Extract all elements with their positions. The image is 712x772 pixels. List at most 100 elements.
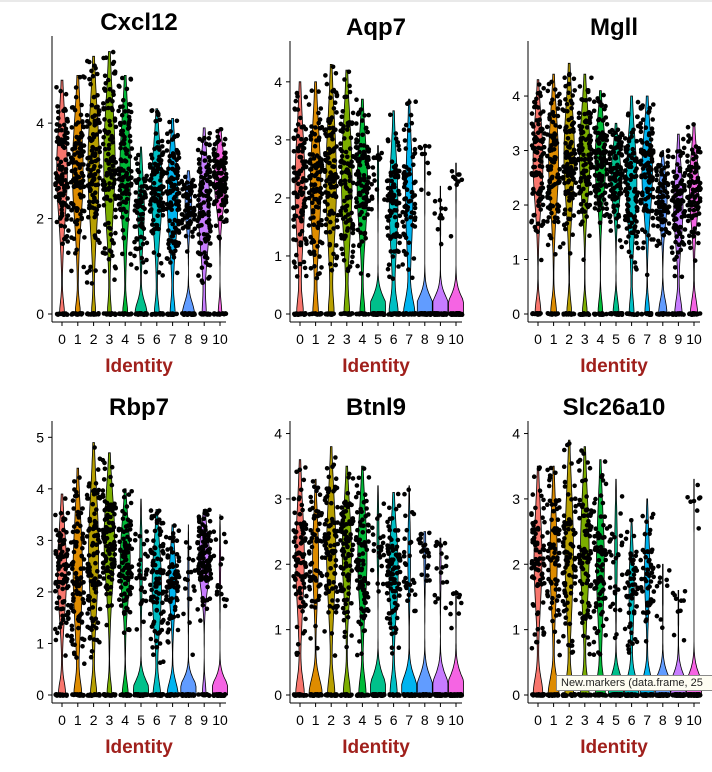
point	[213, 162, 219, 168]
point	[172, 168, 178, 174]
point	[349, 121, 355, 127]
point	[206, 190, 211, 196]
point	[650, 117, 655, 122]
point	[77, 134, 83, 140]
point	[567, 155, 572, 161]
point	[60, 586, 65, 592]
point	[160, 144, 165, 149]
point	[385, 178, 391, 183]
point	[205, 169, 210, 174]
point	[80, 546, 85, 551]
point	[386, 218, 391, 223]
point	[372, 178, 377, 183]
point	[74, 655, 79, 660]
point	[340, 205, 345, 210]
point	[687, 233, 692, 239]
point	[537, 163, 543, 169]
point	[117, 597, 122, 602]
point	[359, 209, 364, 215]
point	[301, 604, 307, 609]
point	[203, 576, 208, 582]
point	[176, 558, 182, 564]
point	[198, 550, 204, 556]
point	[218, 216, 223, 222]
point	[92, 580, 97, 585]
point	[626, 234, 631, 239]
point	[59, 167, 64, 172]
point	[597, 312, 602, 317]
point	[303, 164, 309, 170]
point	[555, 113, 561, 119]
point	[63, 167, 69, 172]
point	[571, 213, 577, 218]
point	[301, 477, 307, 483]
point	[348, 135, 354, 141]
point	[196, 570, 202, 576]
point	[81, 184, 87, 190]
point	[536, 198, 542, 203]
point	[666, 221, 672, 226]
point	[646, 233, 651, 238]
point	[63, 553, 68, 558]
point	[391, 193, 397, 199]
point	[144, 567, 150, 573]
point	[69, 603, 74, 608]
point	[325, 202, 330, 207]
point	[180, 226, 186, 231]
point	[80, 124, 86, 129]
point	[57, 123, 62, 128]
point	[127, 609, 133, 615]
point	[203, 311, 209, 317]
point	[406, 240, 412, 245]
point	[552, 131, 557, 136]
point	[163, 589, 169, 595]
point	[638, 138, 644, 143]
point	[401, 311, 406, 316]
point	[580, 219, 585, 224]
point	[362, 231, 367, 237]
point	[174, 118, 180, 124]
point	[437, 197, 443, 203]
point	[529, 121, 535, 127]
point	[58, 535, 63, 540]
point	[403, 179, 409, 184]
y-tick-label: 2	[36, 211, 44, 227]
point	[190, 311, 195, 317]
point	[323, 230, 329, 235]
point	[140, 225, 145, 230]
point	[103, 584, 109, 590]
point	[617, 238, 623, 243]
point	[96, 311, 101, 316]
point	[689, 229, 695, 235]
point	[84, 280, 90, 285]
point	[629, 254, 634, 259]
point	[128, 76, 133, 82]
point	[169, 175, 174, 180]
violin-5	[370, 145, 386, 315]
point	[187, 620, 192, 625]
point	[401, 248, 407, 254]
point	[635, 205, 640, 211]
point	[586, 141, 592, 147]
point	[154, 582, 160, 587]
point	[406, 267, 411, 272]
point	[90, 543, 95, 548]
point	[304, 238, 309, 244]
point	[291, 177, 297, 182]
point	[65, 239, 70, 244]
point	[671, 184, 677, 189]
point	[396, 249, 401, 254]
point	[110, 99, 115, 104]
point	[207, 131, 213, 136]
point	[64, 181, 70, 186]
point	[534, 150, 540, 155]
y-tick-label: 1	[274, 622, 282, 638]
point	[122, 488, 127, 494]
point	[118, 585, 124, 590]
point	[124, 504, 130, 509]
point	[640, 117, 646, 122]
point	[294, 252, 299, 258]
point	[389, 199, 395, 205]
point	[647, 152, 652, 157]
point	[106, 256, 112, 262]
